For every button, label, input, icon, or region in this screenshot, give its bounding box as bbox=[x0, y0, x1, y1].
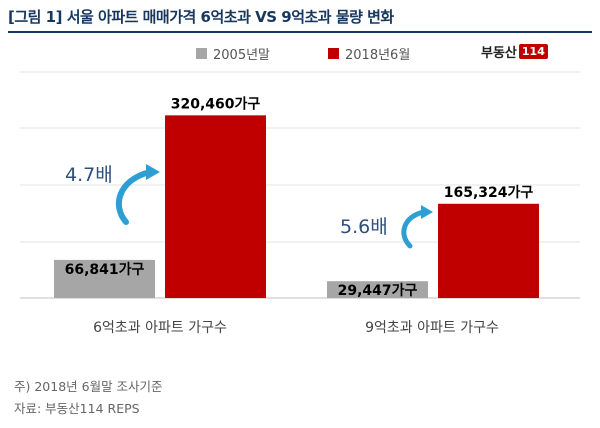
annotation-ratio-6eok: 4.7배 bbox=[65, 164, 113, 186]
annotation-ratio-9eok: 5.6배 bbox=[340, 216, 388, 238]
bar-2018-2 bbox=[438, 203, 539, 298]
data-label: 66,841가구 bbox=[65, 262, 145, 278]
logo-text: 부동산 bbox=[481, 45, 517, 61]
category-label: 9억초과 아파트 가구수 bbox=[365, 320, 499, 336]
logo-number: 114 bbox=[518, 43, 548, 59]
legend-swatch-2018 bbox=[328, 48, 339, 59]
data-label: 165,324가구 bbox=[444, 185, 534, 201]
footnote-basis: 주) 2018년 6월말 조사기준 bbox=[14, 379, 163, 394]
arrow-icon bbox=[115, 169, 153, 225]
arrow-head-icon bbox=[146, 164, 160, 180]
source-logo: 부동산 114 bbox=[481, 41, 548, 61]
legend-label-2005: 2005년말 bbox=[213, 48, 271, 63]
legend-item-2018: 2018년6월 bbox=[328, 44, 410, 63]
data-label: 29,447가구 bbox=[338, 283, 418, 299]
chart-title: [그림 1] 서울 아파트 매매가격 6억초과 VS 9억초과 물량 변화 bbox=[8, 8, 394, 26]
legend-swatch-2005 bbox=[196, 48, 207, 59]
bar-2005-2 bbox=[327, 281, 428, 298]
bar-2018-1 bbox=[165, 115, 266, 298]
data-label: 320,460가구 bbox=[171, 96, 261, 112]
legend-label-2018: 2018년6월 bbox=[345, 48, 411, 63]
title-divider bbox=[8, 31, 592, 33]
category-label: 6억초과 아파트 가구수 bbox=[93, 320, 227, 336]
arrow-head-icon bbox=[421, 205, 433, 219]
footnote-source: 자료: 부동산114 REPS bbox=[14, 401, 140, 416]
arrow-icon bbox=[401, 209, 427, 249]
bar-2005-1 bbox=[54, 259, 155, 298]
legend-item-2005: 2005년말 bbox=[196, 44, 270, 63]
